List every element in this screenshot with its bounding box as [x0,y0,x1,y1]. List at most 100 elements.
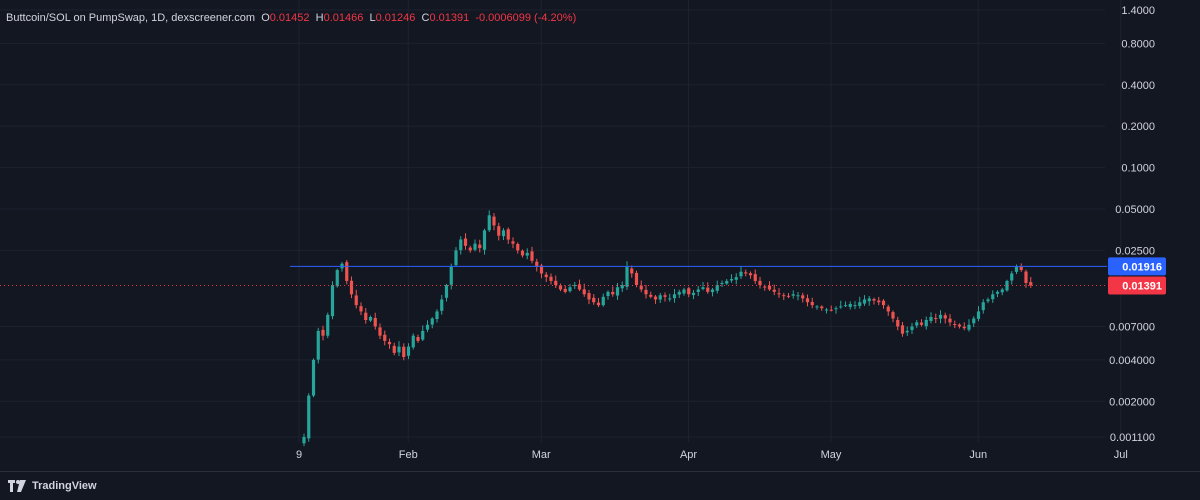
time-axis[interactable]: 9 Feb Mar Apr May Jun Jul [296,449,1128,461]
candle-body [497,226,501,236]
candle-body [435,311,439,320]
candle-body [416,337,420,341]
candle-body [725,280,729,284]
price-axis[interactable]: 1.4000 0.8000 0.4000 0.2000 0.1000 0.05000 0.0… [1109,5,1155,444]
candle-body [601,296,605,306]
candle-body [634,272,639,286]
candle-body [801,295,805,299]
candle-body [478,244,482,249]
candle-body [406,346,411,356]
x-tick-label: Jun [969,449,987,461]
candle-body [468,247,472,251]
candle-body [744,272,748,274]
candle-body [753,274,757,281]
candle-body [710,289,715,293]
candle-body [392,345,396,353]
candle-body [687,288,691,295]
candle-body [953,324,957,326]
candle-body [905,330,909,333]
chart-grid [0,0,1122,442]
y-tick-label: 0.002000 [1109,396,1155,408]
y-tick-label: 0.8000 [1121,38,1155,50]
candle-body [459,239,463,251]
candle-body [544,274,548,278]
candle-body [658,295,662,300]
candle-body [929,317,933,321]
candle-body [463,238,468,246]
y-tick-label: 0.004000 [1109,355,1155,367]
candle-body [1000,289,1004,293]
tradingview-icon [8,480,26,492]
high-label: H [315,12,324,24]
y-tick-label: 0.02500 [1115,245,1155,257]
high-value: 0.01466 [323,12,364,24]
brand-name: TradingView [32,480,97,492]
low-value: 0.01246 [375,12,416,24]
candle-body [487,215,491,231]
candle-body [734,277,738,280]
candle-body [364,312,368,321]
y-tick-label: 0.4000 [1121,80,1155,92]
candle-body [558,285,563,290]
open-label: O [261,12,270,24]
candle-body [506,229,510,240]
y-tick-label: 0.2000 [1121,121,1155,133]
candle-body [345,262,349,281]
candle-body [782,295,786,297]
close-label: C [421,12,430,24]
candle-body [810,301,814,306]
y-tick-label: 0.007000 [1109,321,1155,333]
footer-bar: TradingView [0,471,1200,500]
candle-body [511,241,515,244]
candle-body [421,330,425,340]
candle-body [896,319,900,327]
candle-body [454,250,458,266]
candle-body [877,300,881,303]
candle-body [402,346,406,357]
hline-price-badge: 0.01916 [1122,261,1162,273]
candle-body [387,341,392,345]
candle-body [568,287,572,292]
x-tick-label: 9 [296,449,302,461]
symbol-title[interactable]: Buttcoin/SOL on PumpSwap, 1D, dexscreene… [6,12,256,24]
candle-body [748,273,753,276]
candles [302,210,1033,447]
y-tick-label: 0.1000 [1121,163,1155,175]
candle-body [378,327,382,336]
low-label: L [369,12,376,24]
candle-body [995,291,1000,294]
candle-body [630,268,634,274]
candle-body [1010,273,1014,281]
candle-body [839,306,843,308]
candle-body [653,296,658,300]
horizontal-line[interactable] [0,265,1107,286]
candle-body [668,298,672,300]
tradingview-logo[interactable]: TradingView [8,480,97,492]
candle-body [482,230,487,250]
symbol-legend: Buttcoin/SOL on PumpSwap, 1D, dexscreene… [6,12,576,24]
candle-body [682,289,686,294]
candle-body [606,291,610,297]
candle-body [611,291,615,295]
candle-body [706,287,710,292]
candle-body [858,302,862,306]
candle-body [573,285,577,287]
candle-body [440,299,444,311]
candle-body [715,285,719,291]
candle-body [330,285,335,317]
candle-body [767,285,772,290]
candle-body [729,278,734,281]
candle-body [938,314,943,319]
candle-body [763,286,767,288]
x-tick-label: Feb [399,449,418,461]
candle-body [625,266,629,287]
candle-body [1005,280,1009,291]
candle-body [805,298,810,303]
candle-body [592,297,596,303]
price-chart[interactable]: 1.4000 0.8000 0.4000 0.2000 0.1000 0.05000 0.0… [0,0,1200,472]
candle-body [910,326,914,331]
candle-body [373,317,377,327]
candle-body [991,294,995,300]
candle-body [696,289,700,292]
y-tick-label: 0.05000 [1115,204,1155,216]
